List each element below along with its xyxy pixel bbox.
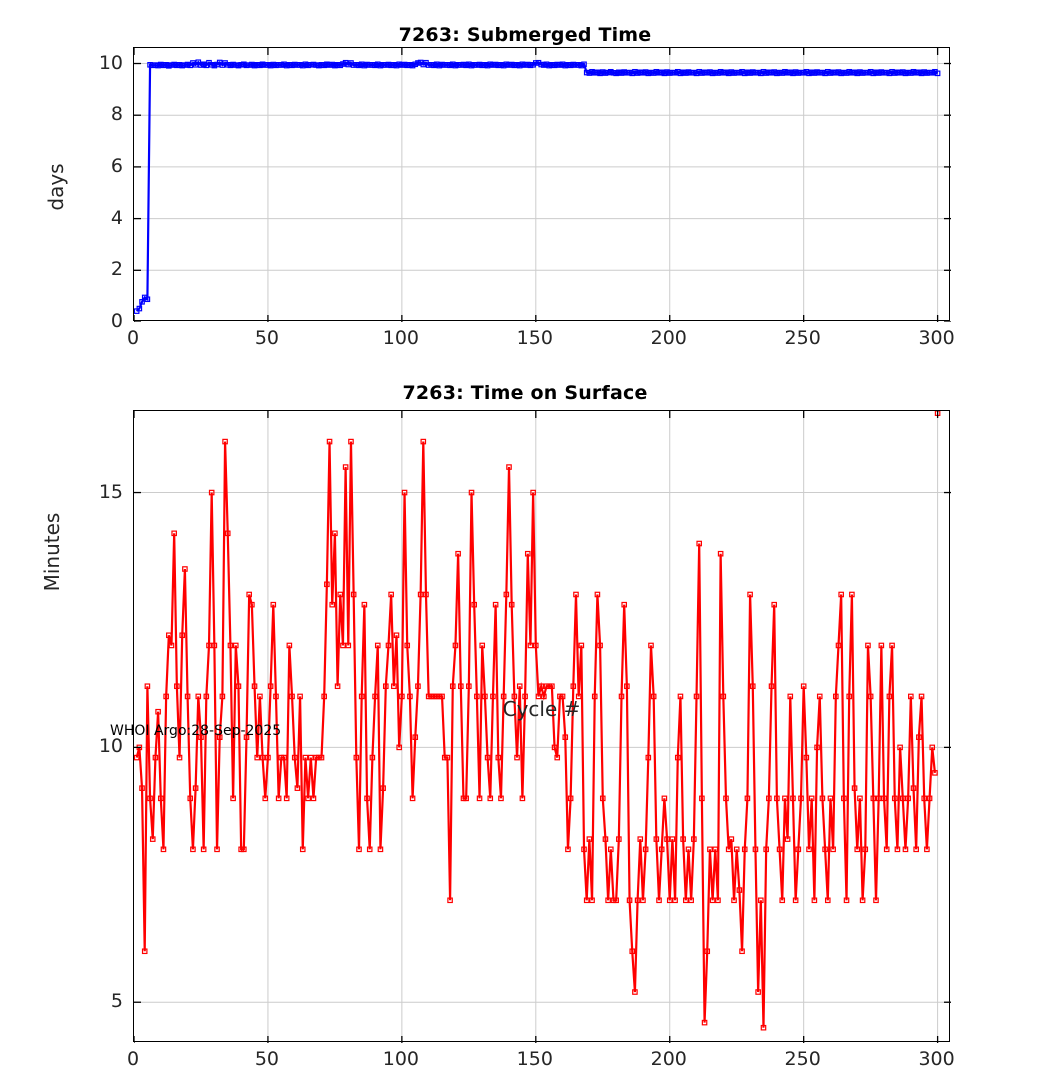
y-tick-label: 4 — [110, 206, 123, 229]
x-tick-label: 250 — [784, 327, 821, 349]
x-tick-label: 100 — [382, 327, 419, 349]
x-tick-label: 250 — [784, 1048, 821, 1070]
chart-title-submerged: 7263: Submerged Time — [398, 24, 652, 46]
footer-credit: WHOI Argo:28-Sep-2025 — [110, 723, 282, 739]
x-tick-label: 0 — [126, 1048, 140, 1070]
x-tick-label: 100 — [382, 1048, 419, 1070]
x-tick-label: 300 — [918, 327, 955, 349]
series-plot-submerged — [134, 48, 951, 322]
plot-area-submerged — [133, 47, 951, 322]
x-tick-label: 150 — [516, 1048, 553, 1070]
y-tick-label: 0 — [110, 310, 123, 332]
y-tick-label: 15 — [98, 480, 123, 503]
x-tick-label: 200 — [650, 1048, 687, 1070]
x-tick-label: 50 — [254, 327, 280, 349]
x-tick-label: 0 — [126, 327, 140, 349]
x-tick-label: 300 — [918, 1048, 955, 1070]
y-tick-label: 6 — [110, 154, 123, 177]
x-tick-label: 200 — [650, 327, 687, 349]
panel-time-on-surface: 7263: Time on Surface Minutes 0 50 100 150 2… — [0, 370, 1050, 1070]
chart-title-surface: 7263: Time on Surface — [402, 382, 648, 404]
x-tick-label: 150 — [516, 327, 553, 349]
y-tick-label: 8 — [110, 103, 123, 126]
y-tick-label: 10 — [98, 51, 123, 74]
x-axis-label-surface: Cycle # — [502, 697, 581, 721]
x-tick-label: 50 — [254, 1048, 280, 1070]
y-tick-label: 5 — [110, 990, 123, 1013]
panel-submerged-time: 7263: Submerged Time days 0 50 100 150 200 25… — [0, 0, 1050, 370]
y-axis-label-submerged: days — [44, 163, 68, 211]
y-axis-label-surface: Minutes — [40, 512, 64, 592]
y-tick-label: 2 — [110, 258, 123, 281]
